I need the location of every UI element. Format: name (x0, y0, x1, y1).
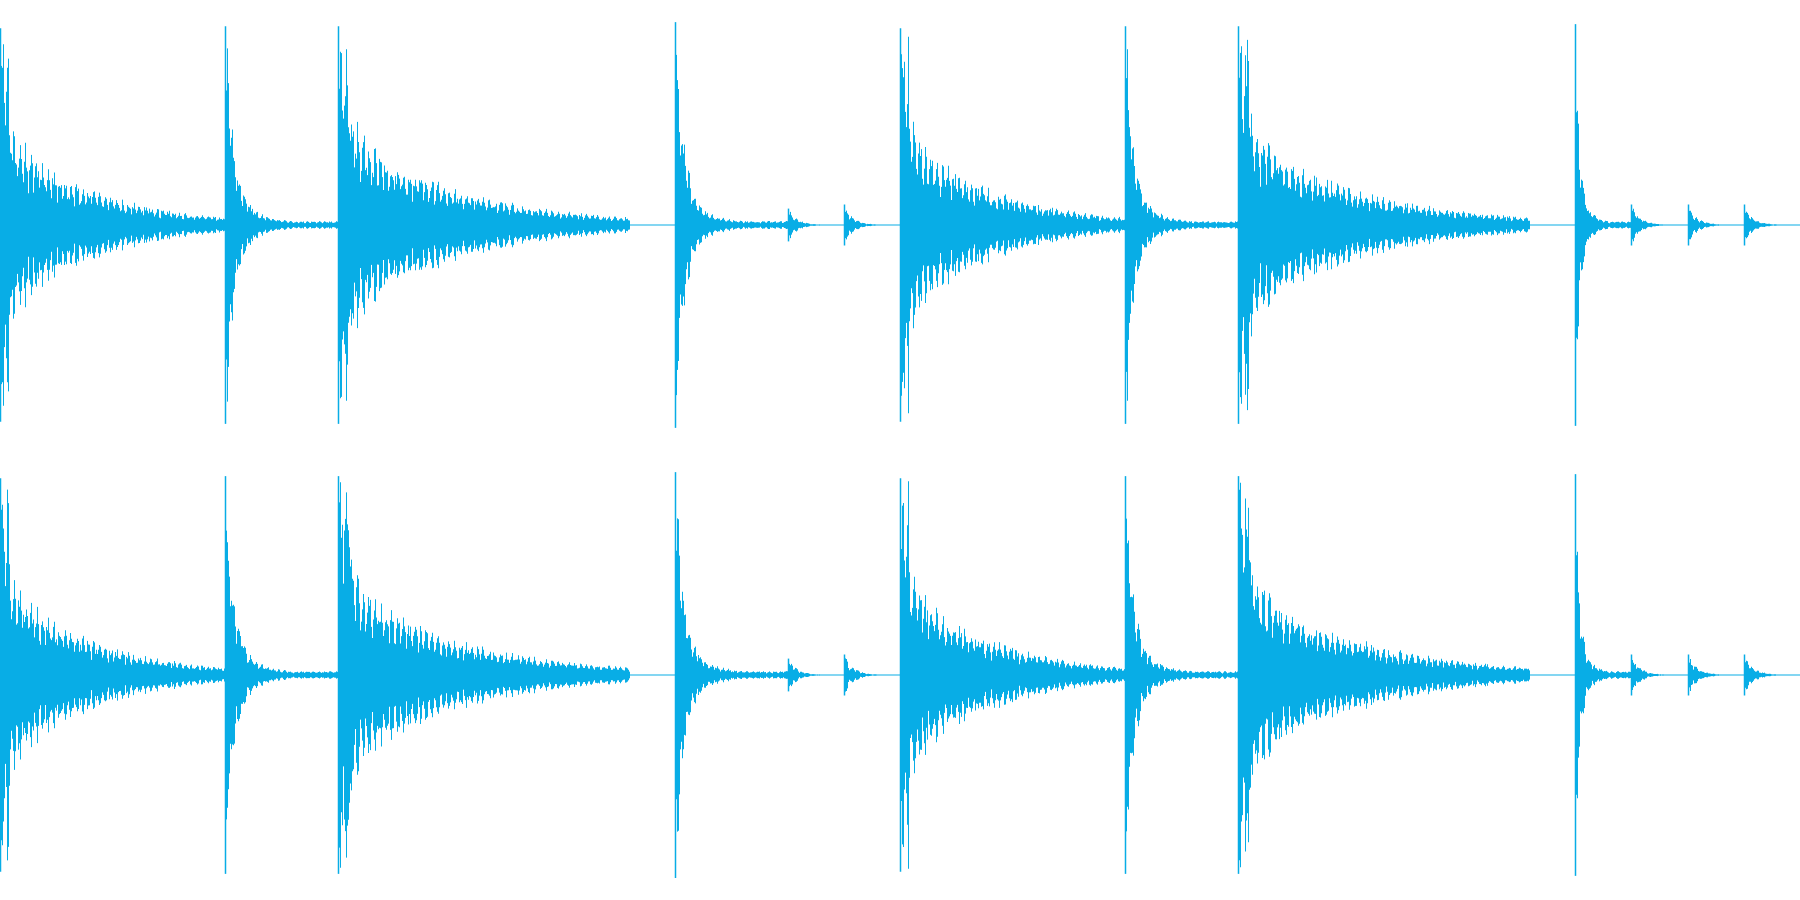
waveform-hit-tick (1744, 211, 1800, 239)
waveform-hit-short (675, 518, 788, 832)
waveform-hit-short (225, 516, 338, 834)
waveform-hit-long (900, 481, 1125, 869)
waveform-hit-short (225, 48, 338, 402)
waveform-hit-long (338, 482, 630, 868)
waveform-hit-tick (1744, 660, 1800, 690)
waveform-hit-long (900, 36, 1125, 414)
waveform-channel-right (0, 472, 1800, 878)
waveform-hit-long (1238, 482, 1530, 868)
waveform-hit-tick (1688, 210, 1744, 240)
waveform-hit-tick (1631, 660, 1687, 690)
waveform-channel-left (0, 22, 1800, 428)
waveform-hit-long (1238, 39, 1530, 411)
waveform-hit-short (1575, 515, 1631, 835)
waveform-hit-tick (844, 658, 900, 692)
waveform-hit-short (675, 54, 788, 396)
waveform-hit-tick (788, 211, 844, 239)
waveform-hit-short (1125, 49, 1238, 401)
waveform-hit-long (0, 489, 225, 861)
waveform-hit-long (0, 44, 225, 406)
waveform-hit-tick (788, 663, 844, 687)
waveform-hit-short (1125, 518, 1238, 832)
waveform-hit-long (338, 49, 630, 401)
waveform-hit-tick (1688, 659, 1744, 691)
waveform-hit-short (1575, 98, 1631, 352)
waveform-hit-tick (844, 210, 900, 240)
waveform-hit-tick (1631, 208, 1687, 242)
